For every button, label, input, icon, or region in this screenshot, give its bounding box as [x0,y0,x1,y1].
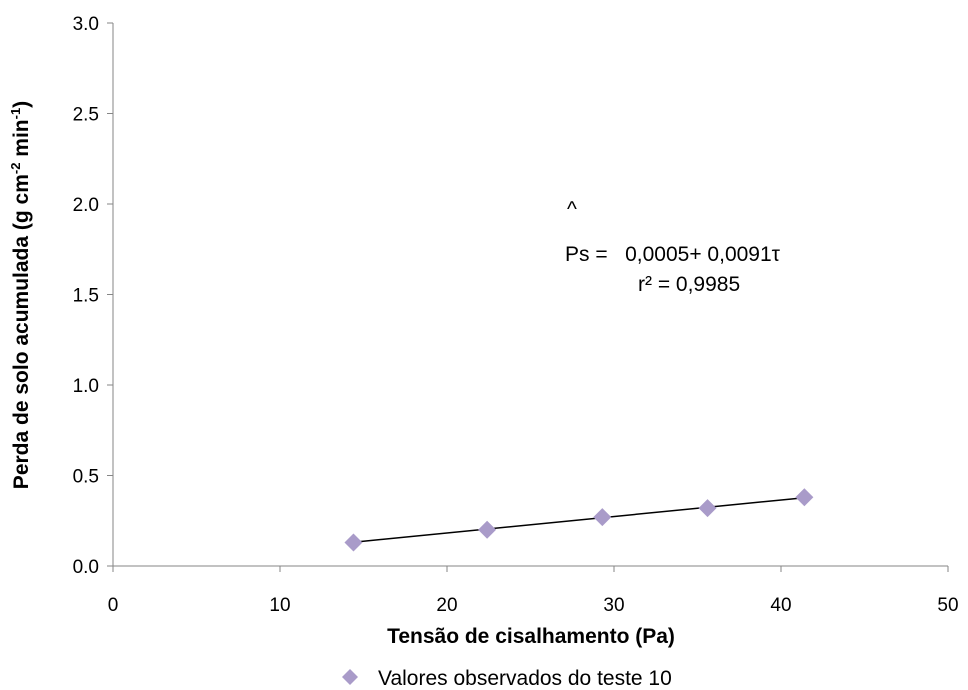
x-tick-label: 40 [770,595,791,616]
x-axis-title: Tensão de cisalhamento (Pa) [387,625,675,648]
x-tick-label: 0 [108,595,119,616]
equation-hat: ^ [567,198,577,221]
y-tick-label: 3.0 [73,14,99,35]
trendline [353,496,805,543]
x-tick-label: 30 [603,595,624,616]
data-point [478,520,497,539]
y-tick-label: 1.5 [73,286,99,307]
y-axis-title: Perda de solo acumulada (g cm-2 min-1) [8,101,33,489]
data-points [344,488,814,552]
regression-equation: Ps = 0,0005+ 0,0091τ [565,243,781,266]
y-tick-label: 0.5 [73,467,99,488]
x-tick-label: 10 [269,595,290,616]
x-tick-label: 20 [436,595,457,616]
data-point [593,508,612,527]
y-tick-label: 2.5 [73,105,99,126]
r-squared: r² = 0,9985 [638,273,740,296]
legend-label: Valores observados do teste 10 [378,667,672,690]
data-point [795,488,814,507]
data-point [698,499,717,518]
legend: Valores observados do teste 10 [342,667,672,690]
legend-marker-diamond [342,669,358,685]
y-tick-label: 2.0 [73,195,99,216]
x-axis-ticks: 0 10 20 30 40 50 [108,566,959,616]
data-point [344,533,363,552]
y-tick-label: 1.0 [73,376,99,397]
x-tick-label: 50 [937,595,958,616]
y-axis-ticks: 0.0 0.5 1.0 1.5 2.0 2.5 3.0 [73,14,113,578]
y-tick-label: 0.0 [73,557,99,578]
